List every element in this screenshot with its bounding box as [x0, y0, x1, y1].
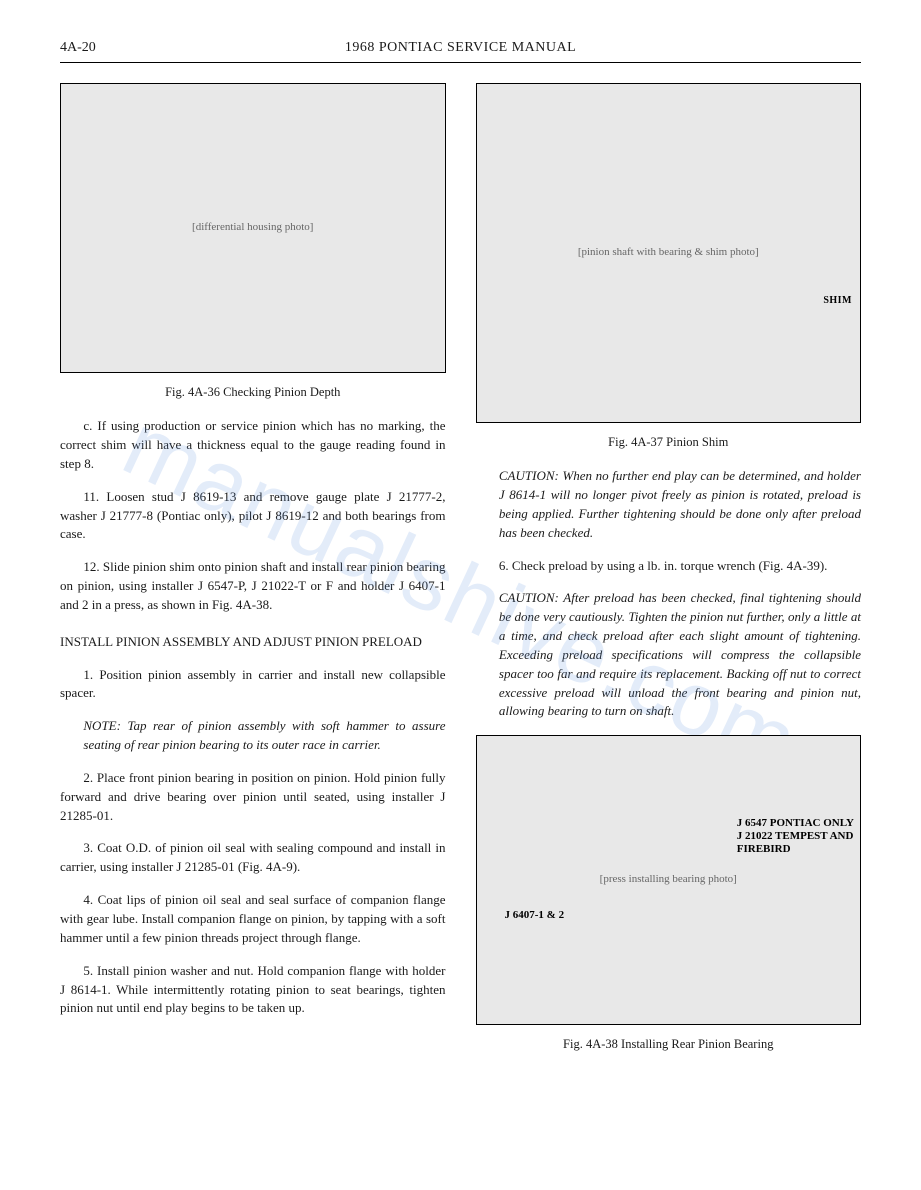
- figure-4a-36: [differential housing photo]: [60, 83, 446, 373]
- figure-placeholder: [pinion shaft with bearing & shim photo]: [578, 245, 759, 261]
- caution-block: CAUTION: When no further end play can be…: [499, 467, 861, 542]
- paragraph: c. If using production or service pinion…: [60, 417, 446, 474]
- paragraph: 2. Place front pinion bearing in positio…: [60, 769, 446, 826]
- paragraph: 1. Position pinion assembly in carrier a…: [60, 666, 446, 704]
- page-number: 4A-20: [60, 40, 96, 56]
- figure-placeholder: [differential housing photo]: [192, 220, 313, 236]
- figure-placeholder: [press installing bearing photo]: [600, 872, 737, 888]
- figure-4a-37: [pinion shaft with bearing & shim photo]…: [476, 83, 862, 423]
- left-column: [differential housing photo] Fig. 4A-36 …: [60, 83, 446, 1069]
- section-heading: INSTALL PINION ASSEMBLY AND ADJUST PINIO…: [60, 633, 446, 652]
- figure-4a-38-caption: Fig. 4A-38 Installing Rear Pinion Bearin…: [476, 1035, 862, 1053]
- content-columns: [differential housing photo] Fig. 4A-36 …: [60, 83, 861, 1069]
- page-header: 4A-20 1968 PONTIAC SERVICE MANUAL: [60, 40, 861, 63]
- paragraph: 5. Install pinion washer and nut. Hold c…: [60, 962, 446, 1019]
- paragraph: 3. Coat O.D. of pinion oil seal with sea…: [60, 839, 446, 877]
- caution-block: CAUTION: After preload has been checked,…: [499, 589, 861, 721]
- note-block: NOTE: Tap rear of pinion assembly with s…: [83, 717, 445, 755]
- right-column: [pinion shaft with bearing & shim photo]…: [476, 83, 862, 1069]
- paragraph: 4. Coat lips of pinion oil seal and seal…: [60, 891, 446, 948]
- paragraph: 6. Check preload by using a lb. in. torq…: [476, 557, 862, 576]
- shim-label: SHIM: [823, 294, 852, 309]
- paragraph: 12. Slide pinion shim onto pinion shaft …: [60, 558, 446, 615]
- tool-label-left: J 6407-1 & 2: [505, 909, 565, 922]
- figure-4a-37-caption: Fig. 4A-37 Pinion Shim: [476, 433, 862, 451]
- figure-4a-36-caption: Fig. 4A-36 Checking Pinion Depth: [60, 383, 446, 401]
- paragraph: 11. Loosen stud J 8619-13 and remove gau…: [60, 488, 446, 545]
- tool-label-right: J 6547 PONTIAC ONLY J 21022 TEMPEST AND …: [737, 817, 854, 857]
- manual-title: 1968 PONTIAC SERVICE MANUAL: [345, 40, 576, 56]
- figure-4a-38: [press installing bearing photo] J 6547 …: [476, 735, 862, 1025]
